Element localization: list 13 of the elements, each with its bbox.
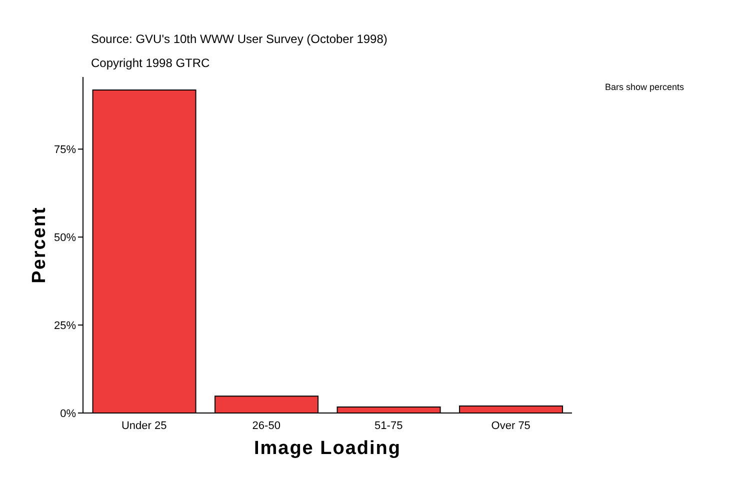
y-tick-label: 50% — [54, 232, 76, 244]
x-tick-label: 51-75 — [374, 420, 403, 432]
x-tick-label: 26-50 — [252, 420, 280, 432]
chart-title: Source: GVU's 10th WWW User Survey (October 1998) — [91, 32, 388, 46]
x-tick-label: Under 25 — [121, 420, 167, 432]
y-tick-label: 25% — [54, 320, 76, 332]
text: Bars show percents — [605, 82, 684, 92]
y-axis-title: Percent — [29, 206, 51, 284]
chart-subtitle: Copyright 1998 GTRC — [91, 56, 210, 70]
y-tick-label: 75% — [54, 144, 76, 156]
x-axis-title: Image Loading — [252, 438, 402, 460]
x-tick-label: Over 75 — [491, 420, 530, 432]
y-tick-label: 0% — [60, 408, 76, 420]
